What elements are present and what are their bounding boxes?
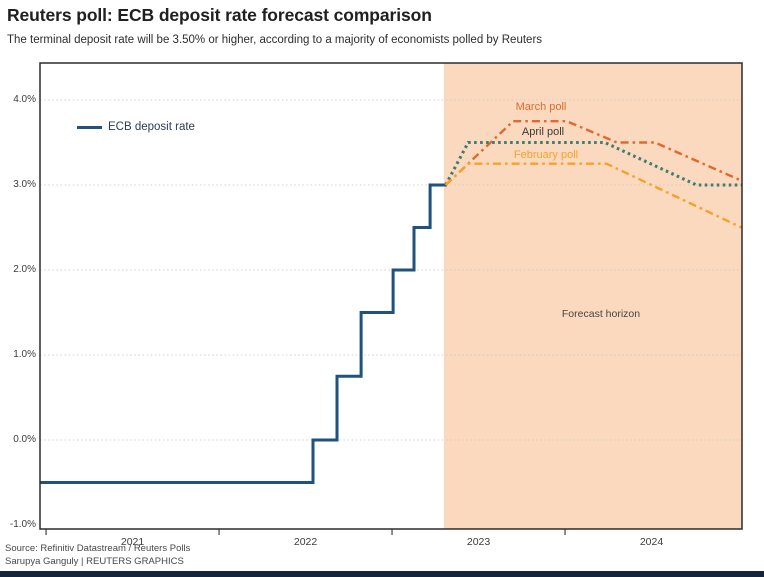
y-tick-label: 2.0% [13, 263, 36, 275]
bottom-rule [0, 571, 764, 577]
february-poll-label: February poll [513, 149, 579, 161]
y-tick-label: 3.0% [13, 178, 36, 190]
ecb-line-swatch [77, 125, 102, 129]
y-tick-label: 0.0% [13, 433, 36, 445]
forecast-horizon-label: Forecast horizon [561, 308, 641, 320]
credit-line: Sarupya Ganguly | REUTERS GRAPHICS [5, 556, 184, 567]
series-history [40, 183, 447, 484]
march-poll-label: March poll [515, 101, 567, 113]
page-title: Reuters poll: ECB deposit rate forecast … [7, 5, 432, 25]
series-february [444, 162, 743, 229]
series-april [444, 140, 742, 187]
plot-frame [39, 62, 743, 530]
x-tick-label: 2023 [466, 536, 491, 548]
y-tick-label: 1.0% [13, 348, 36, 360]
source-line: Source: Refinitiv Datastream / Reuters P… [5, 543, 191, 554]
x-tick-label: 2022 [293, 536, 318, 548]
legend: ECB deposit rate [77, 121, 195, 133]
x-tick-label: 2021 [120, 536, 145, 548]
page-subtitle: The terminal deposit rate will be 3.50% … [7, 34, 543, 46]
y-tick-label: 4.0% [13, 93, 36, 105]
forecast-band [443, 63, 742, 529]
series-march [444, 120, 742, 186]
april-poll-label: April poll [521, 126, 565, 138]
legend-label: ECB deposit rate [108, 121, 195, 133]
x-tick-label: 2024 [639, 536, 664, 548]
y-tick-label: -1.0% [9, 519, 36, 530]
